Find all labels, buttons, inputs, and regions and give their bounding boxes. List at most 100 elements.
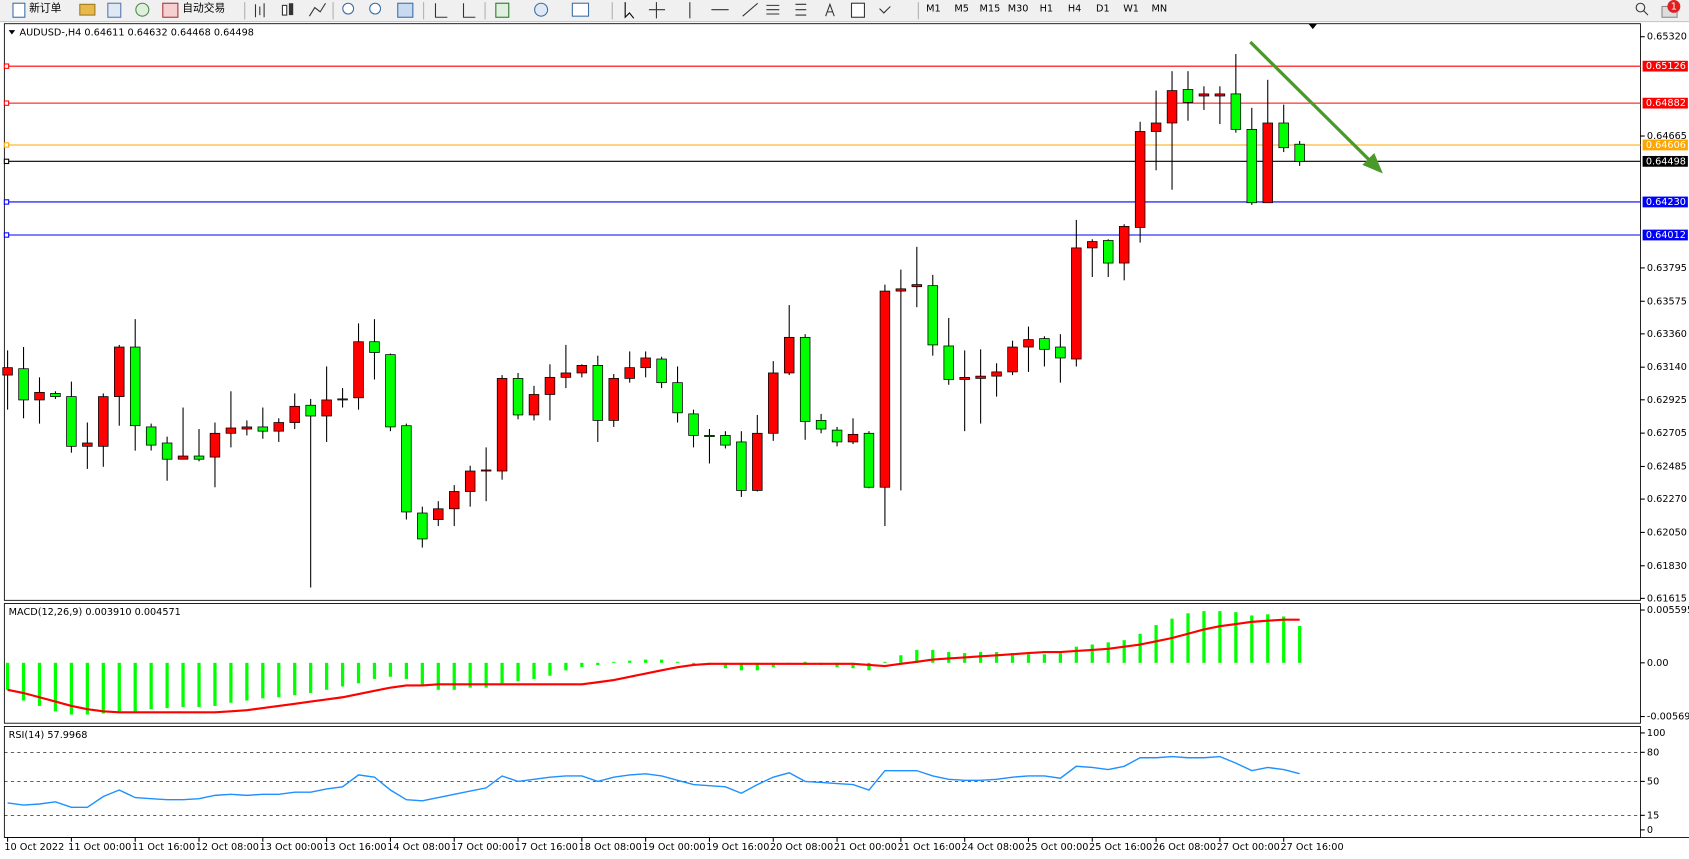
toolbar-icon[interactable]: [107, 2, 122, 18]
bar-chart-icon[interactable]: [254, 3, 265, 18]
line-chart-icon[interactable]: [308, 2, 327, 17]
candle-icon[interactable]: [288, 3, 294, 16]
candle-body: [1023, 339, 1034, 348]
symbol-menu[interactable]: [8, 30, 16, 35]
macd-bar: [133, 662, 137, 712]
timeframe-button[interactable]: W1: [1123, 4, 1139, 15]
candle-body: [656, 358, 667, 384]
candle-body: [464, 470, 476, 492]
timeframe-button[interactable]: H1: [1040, 4, 1053, 15]
chart-shift-marker[interactable]: [1308, 23, 1318, 30]
x-tick-label: 13 Oct 00:00: [260, 842, 323, 853]
text-icon[interactable]: [825, 2, 835, 17]
channel-icon[interactable]: [766, 4, 780, 15]
candle-body: [273, 422, 284, 432]
candle-body: [209, 432, 221, 458]
candle-body: [241, 426, 253, 430]
candle-body: [672, 382, 683, 414]
shift-icon[interactable]: [462, 3, 476, 18]
y-tick-label: 0.61615: [1647, 593, 1687, 604]
candle-icon[interactable]: [281, 4, 288, 16]
macd-bar: [979, 652, 983, 663]
timeframe-button[interactable]: D1: [1096, 4, 1110, 15]
x-tick-label: 25 Oct 16:00: [1089, 842, 1152, 853]
level-label: 0.64012: [1646, 230, 1686, 241]
macd-bar: [372, 662, 377, 679]
new-order-button[interactable]: 新订单: [29, 2, 62, 15]
timeframe-button[interactable]: M5: [954, 4, 969, 15]
level-label-bg: [1642, 196, 1688, 208]
cursor-icon[interactable]: [624, 2, 635, 19]
x-tick-label: 20 Oct 08:00: [770, 842, 833, 853]
candle-body: [1087, 241, 1098, 249]
timeframe-button[interactable]: M15: [980, 4, 1001, 15]
toolbar-icon[interactable]: [79, 3, 96, 16]
macd-bar: [1090, 644, 1094, 663]
macd-bar: [181, 662, 185, 707]
level-label: 0.65126: [1646, 61, 1686, 72]
level-handle: [3, 199, 10, 205]
macd-bar: [436, 662, 440, 690]
fibo-icon[interactable]: [795, 3, 807, 16]
templates-icon[interactable]: [571, 2, 590, 17]
candle-body: [1071, 247, 1082, 360]
macd-bar: [867, 662, 871, 671]
zoom-in-icon[interactable]: [342, 2, 355, 15]
candle-body: [18, 368, 29, 401]
macd-bar: [325, 662, 329, 690]
toolbar-icon[interactable]: [135, 2, 150, 17]
periods-icon[interactable]: [534, 2, 549, 17]
candle-body: [289, 405, 300, 423]
timeframe-button[interactable]: H4: [1068, 4, 1081, 15]
x-tick-label: 17 Oct 16:00: [515, 842, 578, 853]
search-icon[interactable]: [1635, 2, 1646, 13]
scroll-icon[interactable]: [434, 3, 448, 18]
macd-bar: [293, 662, 297, 696]
macd-bar: [420, 662, 424, 687]
candle-body: [98, 396, 109, 447]
indicators-icon[interactable]: [495, 2, 510, 18]
candle-body: [1134, 131, 1146, 228]
search-icon[interactable]: [1643, 10, 1649, 16]
tile-icon[interactable]: [397, 2, 414, 18]
macd-bar: [532, 662, 536, 679]
candle-body: [544, 376, 556, 395]
candle-body: [1039, 338, 1050, 350]
macd-bar: [37, 662, 42, 706]
macd-bar: [1138, 633, 1142, 663]
candle-body: [193, 455, 205, 460]
timeframe-button[interactable]: M1: [926, 4, 941, 15]
auto-trading-icon[interactable]: [162, 2, 179, 18]
level-label: 0.64498: [1646, 156, 1686, 167]
crosshair-icon[interactable]: [648, 2, 666, 19]
candle-body: [353, 341, 364, 399]
macd-bar: [1218, 611, 1222, 663]
macd-bar: [931, 649, 935, 663]
macd-bar: [1250, 615, 1254, 663]
timeframe-button[interactable]: M30: [1008, 4, 1029, 15]
y-tick-label: 0.63360: [1647, 329, 1687, 340]
timeframe-button[interactable]: MN: [1152, 4, 1168, 15]
arrows-icon[interactable]: [879, 6, 891, 14]
y-tick-label: -0.005693: [1647, 712, 1689, 723]
x-tick-label: 12 Oct 08:00: [196, 842, 259, 853]
notification-badge[interactable]: [1667, 0, 1681, 13]
plot: 0.65320 0.64665 0.63795 0.63575 0.63360 0.631…: [2, 32, 1689, 853]
macd-bar: [53, 662, 58, 712]
macd-bar: [69, 662, 74, 715]
macd-bar: [612, 661, 616, 663]
macd-bar: [101, 662, 105, 714]
auto-trading-button[interactable]: 自动交易: [182, 2, 225, 15]
y-tick-label: 0: [1647, 825, 1653, 836]
candle-body: [975, 375, 986, 379]
trendline-icon[interactable]: [742, 2, 759, 17]
label-icon[interactable]: [850, 2, 865, 18]
macd-bar: [803, 661, 807, 663]
candle-body: [592, 365, 604, 421]
x-tick-label: 27 Oct 16:00: [1280, 842, 1343, 853]
zoom-out-icon[interactable]: [369, 2, 382, 15]
toolbar: 新订单 自动交易 1: [0, 0, 1689, 23]
new-order-icon[interactable]: [12, 2, 26, 18]
x-tick-label: 25 Oct 00:00: [1025, 842, 1088, 853]
